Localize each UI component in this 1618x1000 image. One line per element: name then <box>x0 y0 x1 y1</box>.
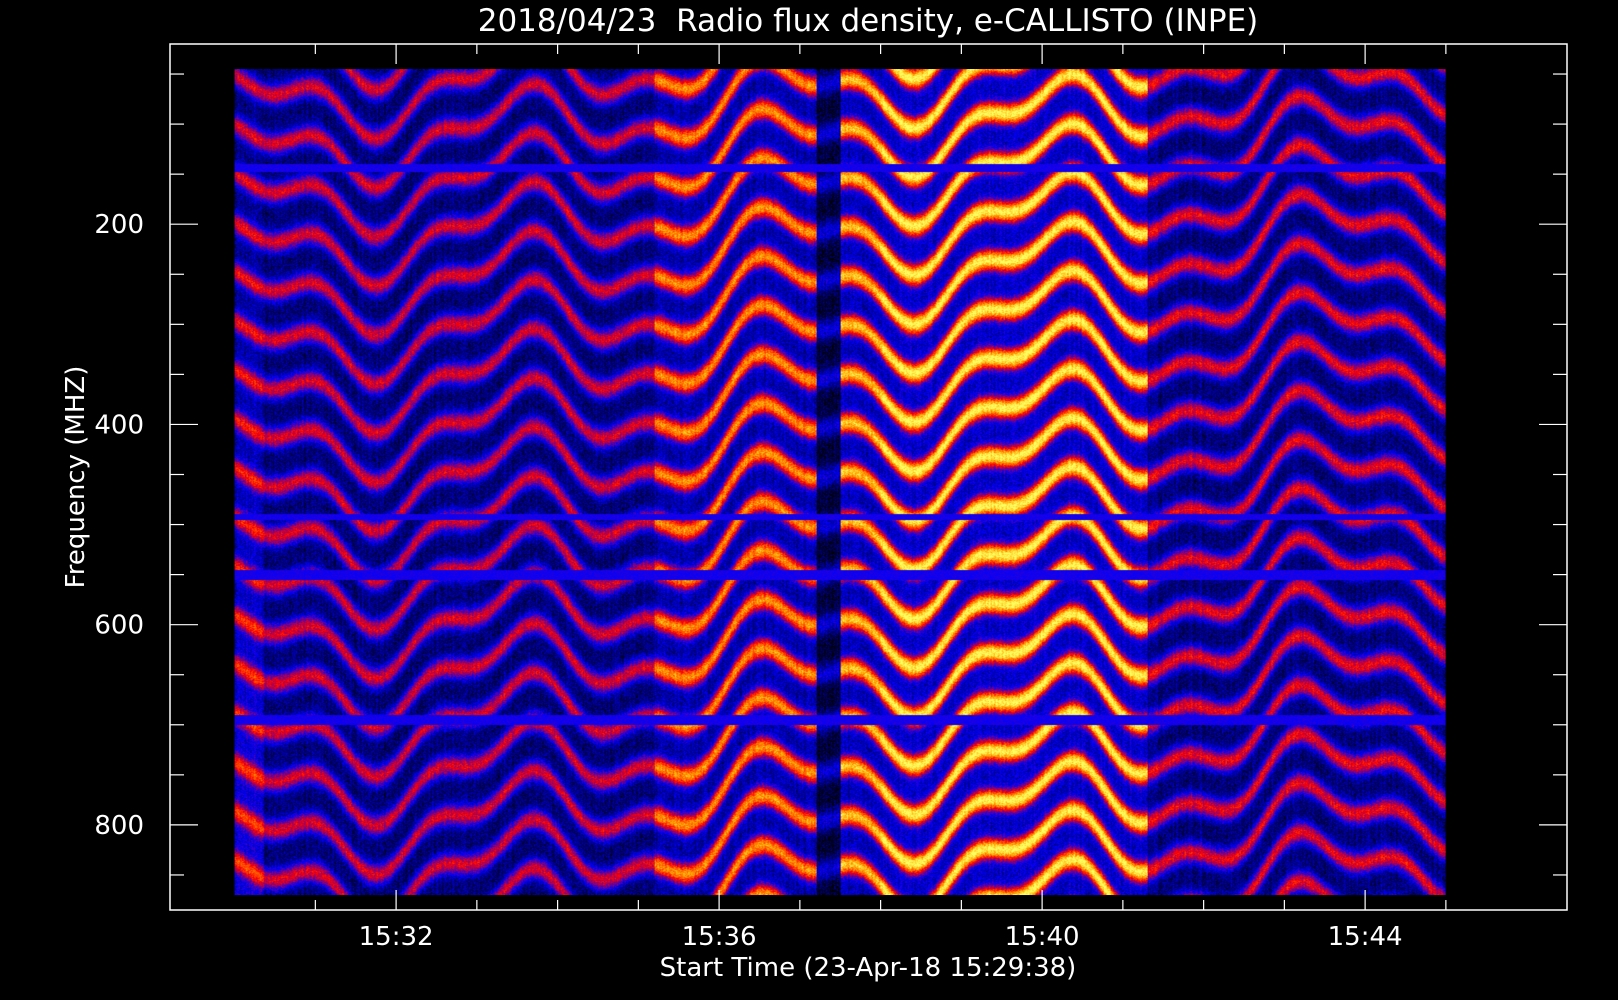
x-tick-labels: 15:32 15:36 15:40 15:44 <box>359 922 1403 952</box>
y-tick-label: 200 <box>94 210 144 240</box>
x-tick-label: 15:40 <box>1005 922 1080 952</box>
plot-frame <box>169 43 1568 911</box>
x-tick-label: 15:32 <box>359 922 434 952</box>
y-tick-label: 800 <box>94 811 144 841</box>
y-tick-labels: 200 400 600 800 <box>94 210 144 841</box>
y-tick-label: 400 <box>94 410 144 440</box>
heatmap-image <box>234 69 1446 896</box>
x-tick-label: 15:36 <box>682 922 757 952</box>
x-tick-label: 15:44 <box>1328 922 1403 952</box>
chart-title: 2018/04/23 Radio flux density, e-CALLIST… <box>478 3 1259 39</box>
axis-ticks <box>170 44 1567 910</box>
spectrogram-heatmap <box>234 69 1446 896</box>
y-axis-label: Frequency (MHZ) <box>61 366 91 589</box>
y-tick-label: 600 <box>94 611 144 641</box>
x-axis-label: Start Time (23-Apr-18 15:29:38) <box>660 953 1077 983</box>
